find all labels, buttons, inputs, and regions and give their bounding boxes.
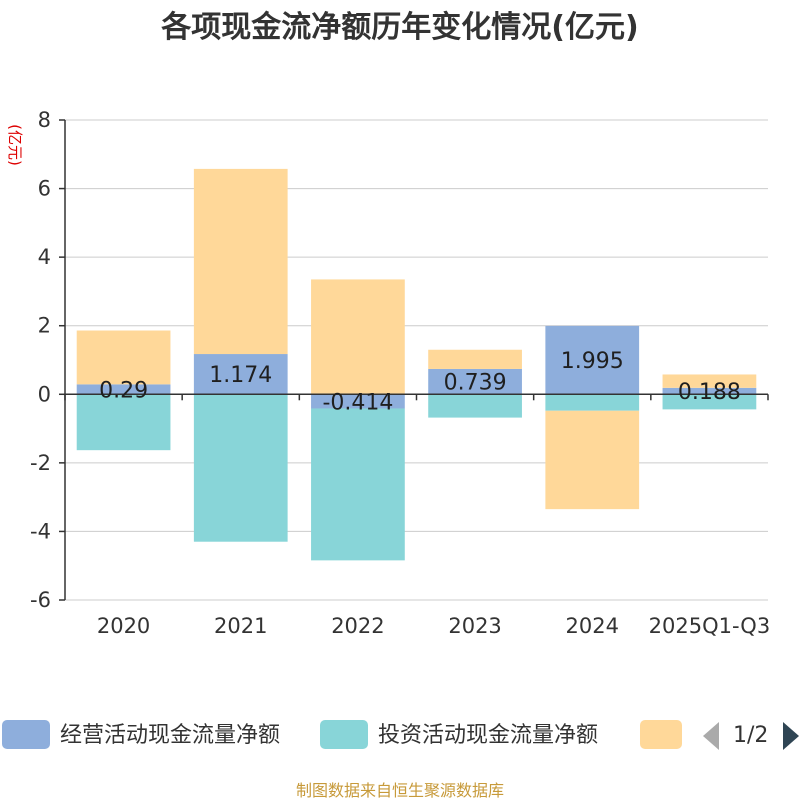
- x-tick-label: 2025Q1-Q3: [649, 614, 771, 638]
- bars-layer: [76, 168, 757, 561]
- bar-series-2-2022[interactable]: [311, 279, 405, 395]
- bar-series-1-2022[interactable]: [311, 408, 405, 561]
- x-tick-label: 2021: [214, 614, 267, 638]
- bar-series-1-2020[interactable]: [76, 394, 171, 451]
- data-label: 1.995: [561, 349, 624, 374]
- legend-label-operating[interactable]: 经营活动现金流量净额: [60, 723, 280, 748]
- bar-series-1-2025Q1-Q3[interactable]: [662, 394, 757, 410]
- y-tick-label: 0: [38, 382, 51, 406]
- y-tick-label: 6: [38, 177, 51, 201]
- bar-series-2-2021[interactable]: [193, 168, 288, 355]
- legend-swatch-operating[interactable]: [2, 720, 50, 749]
- bar-series-2-2023[interactable]: [428, 349, 522, 369]
- legend-prev-page-icon[interactable]: [703, 722, 719, 750]
- y-tick-label: 4: [38, 245, 51, 269]
- y-axis-unit-label: (亿元): [6, 124, 24, 166]
- data-label: 0.29: [99, 378, 148, 403]
- legend-page-indicator: 1/2: [733, 723, 768, 748]
- data-source-note: 制图数据来自恒生聚源数据库: [296, 781, 504, 800]
- legend-swatch-investing[interactable]: [320, 720, 368, 749]
- bar-series-1-2021[interactable]: [193, 394, 288, 542]
- y-tick-label: 8: [38, 108, 51, 132]
- data-label: 0.739: [444, 371, 507, 396]
- y-tick-label: 2: [38, 314, 51, 338]
- bar-series-0-2025Q1-Q3[interactable]: [662, 387, 757, 395]
- legend-label-investing[interactable]: 投资活动现金流量净额: [378, 723, 598, 748]
- x-tick-label: 2023: [448, 614, 501, 638]
- data-labels-layer: 0.29 1.174 -0.414 0.739 1.995 0.188: [99, 349, 741, 415]
- bar-series-0-2023[interactable]: [428, 368, 522, 395]
- bar-series-2-2024[interactable]: [545, 410, 640, 510]
- bar-series-2-2025Q1-Q3[interactable]: [662, 374, 757, 388]
- legend-next-page-icon[interactable]: [783, 722, 799, 750]
- x-tick-label: 2024: [566, 614, 619, 638]
- y-tick-label: -6: [30, 588, 51, 612]
- bar-series-0-2020[interactable]: [76, 384, 171, 395]
- x-tick-label: 2022: [331, 614, 384, 638]
- bar-series-0-2024[interactable]: [545, 325, 640, 395]
- y-tick-label: -4: [30, 519, 51, 543]
- bar-series-2-2020[interactable]: [76, 330, 171, 385]
- data-label: 0.188: [678, 380, 741, 405]
- chart-title: 各项现金流净额历年变化情况(亿元): [160, 10, 638, 45]
- axes-layer: 8 6 4 2 0 -2 -4 -6 2020 2021 2022 2023 2024 2025Q1-Q3: [30, 108, 770, 638]
- bar-series-0-2022[interactable]: [311, 394, 405, 409]
- y-tick-label: -2: [30, 451, 51, 475]
- x-tick-label: 2020: [97, 614, 150, 638]
- bar-series-0-2021[interactable]: [193, 354, 288, 395]
- legend[interactable]: 经营活动现金流量净额 投资活动现金流量净额 1/2: [2, 720, 799, 750]
- legend-swatch-financing[interactable]: [640, 720, 682, 749]
- bar-series-1-2023[interactable]: [428, 394, 522, 418]
- data-label: 1.174: [209, 363, 272, 388]
- bar-series-1-2024[interactable]: [545, 394, 640, 411]
- data-label: -0.414: [322, 390, 393, 415]
